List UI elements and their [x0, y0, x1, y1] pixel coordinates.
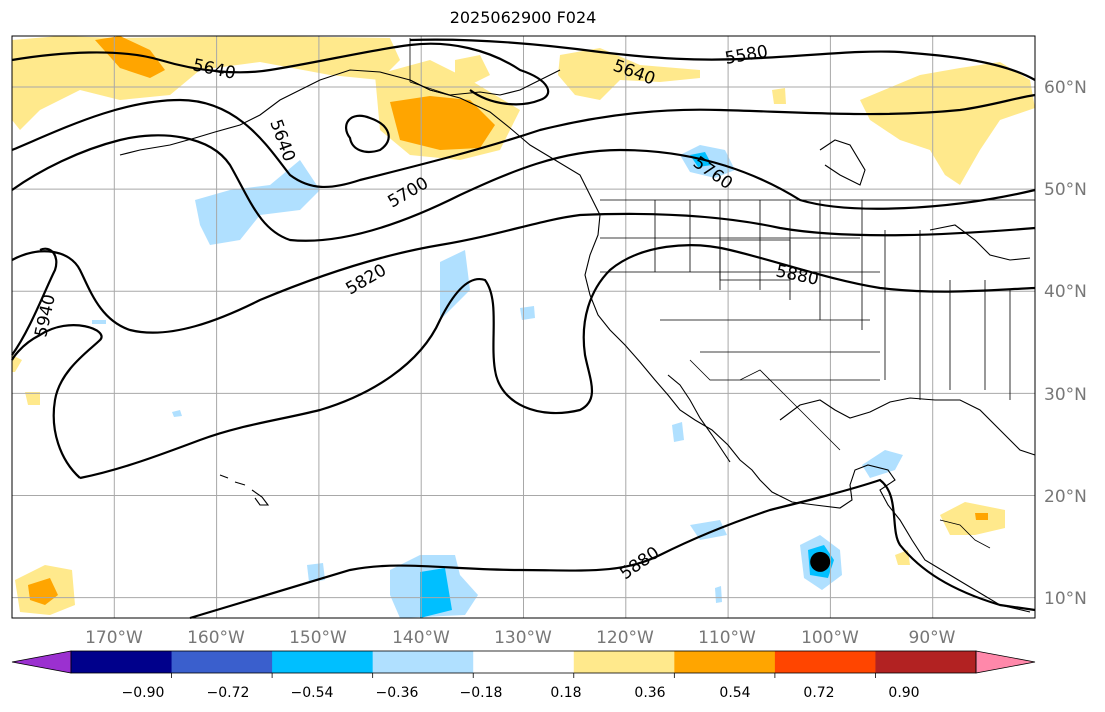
positive-anomaly-region	[28, 578, 58, 605]
positive-anomaly-region	[940, 502, 1005, 535]
lat-tick-label: 50°N	[1044, 180, 1087, 200]
contour-label: 5700	[385, 173, 432, 212]
colorbar-tick-label: −0.54	[291, 685, 334, 701]
colorbar-tick-label: −0.18	[460, 685, 503, 701]
positive-anomaly-region	[860, 62, 1035, 185]
negative-anomaly-region	[172, 410, 182, 417]
height-contours	[11, 38, 1036, 620]
colorbar-labels: −0.90 −0.72 −0.54 −0.36 −0.18 0.18 0.36 …	[122, 685, 920, 701]
colorbar-tick-label: 0.54	[719, 685, 750, 701]
latitude-labels: 60°N 50°N 40°N 30°N 20°N 10°N	[1044, 78, 1087, 609]
colorbar-swatch	[372, 651, 474, 673]
map-frame	[11, 35, 1036, 619]
colorbar-tick-label: 0.72	[803, 685, 834, 701]
negative-anomaly-region	[672, 422, 684, 442]
lon-tick-label: 130°W	[494, 628, 552, 648]
colorbar-tick-label: 0.36	[634, 685, 665, 701]
map-title: 2025062900 F024	[449, 8, 597, 27]
negative-anomaly-region	[690, 520, 727, 540]
lon-tick-label: 140°W	[392, 628, 450, 648]
colorbar-swatch	[674, 651, 776, 673]
lat-tick-label: 10°N	[1044, 589, 1087, 609]
colorbar-swatch	[774, 651, 876, 673]
colorbar-swatch	[875, 651, 977, 673]
lat-tick-label: 30°N	[1044, 385, 1087, 405]
colorbar-swatch	[71, 651, 173, 673]
colorbar-tick-label: −0.72	[207, 685, 250, 701]
storm-marker	[810, 551, 831, 572]
negative-anomaly-region	[862, 450, 903, 478]
colorbar-tick-label: −0.90	[122, 685, 165, 701]
contour-label: 5880	[616, 543, 663, 584]
lon-tick-label: 90°W	[909, 628, 956, 648]
lon-tick-label: 100°W	[801, 628, 859, 648]
colorbar-extend-low	[11, 650, 72, 674]
contour-label: 5640	[265, 117, 299, 164]
colorbar	[11, 650, 1036, 678]
negative-anomaly-region	[92, 320, 106, 324]
positive-anomaly-region	[12, 36, 400, 130]
negative-anomaly-region	[195, 160, 320, 245]
negative-anomaly-region	[307, 563, 325, 582]
colorbar-tick-label: 0.90	[888, 685, 919, 701]
colorbar-tick-label: 0.18	[550, 685, 581, 701]
negative-anomaly-region	[520, 306, 535, 320]
positive-anomaly-region	[95, 36, 165, 78]
lat-tick-label: 60°N	[1044, 78, 1087, 98]
lon-tick-label: 160°W	[187, 628, 245, 648]
colorbar-swatch	[473, 651, 575, 673]
lon-tick-label: 110°W	[698, 628, 756, 648]
colorbar-swatch	[272, 651, 374, 673]
colorbar-frame	[70, 650, 977, 674]
negative-anomaly-region	[440, 250, 470, 320]
contour-label: 5940	[31, 293, 60, 339]
negative-anomaly-region	[715, 586, 722, 603]
contour-label: 5640	[610, 56, 657, 90]
lat-tick-label: 20°N	[1044, 487, 1087, 507]
lon-tick-label: 170°W	[85, 628, 143, 648]
positive-anomaly-region	[455, 55, 490, 85]
lat-tick-label: 40°N	[1044, 282, 1087, 302]
negative-anomaly-region	[420, 568, 452, 618]
positive-anomaly-region	[390, 96, 495, 150]
coastlines	[119, 38, 1036, 613]
positive-anomaly-region	[12, 355, 22, 372]
colorbar-tick-label: −0.36	[376, 685, 419, 701]
anomaly-fills	[12, 36, 1035, 618]
colorbar-extend-high	[975, 650, 1036, 674]
lon-tick-label: 150°W	[289, 628, 347, 648]
colorbar-swatch	[171, 651, 273, 673]
longitude-labels: 170°W 160°W 150°W 140°W 130°W 120°W 110°…	[85, 628, 956, 648]
positive-anomaly-region	[25, 392, 40, 405]
positive-anomaly-region	[772, 88, 786, 104]
contour-label: 5580	[723, 42, 769, 69]
positive-anomaly-region	[975, 513, 988, 520]
colorbar-swatch	[573, 651, 675, 673]
gridlines	[12, 36, 1035, 618]
contour-label: 5880	[774, 261, 820, 290]
lon-tick-label: 120°W	[596, 628, 654, 648]
